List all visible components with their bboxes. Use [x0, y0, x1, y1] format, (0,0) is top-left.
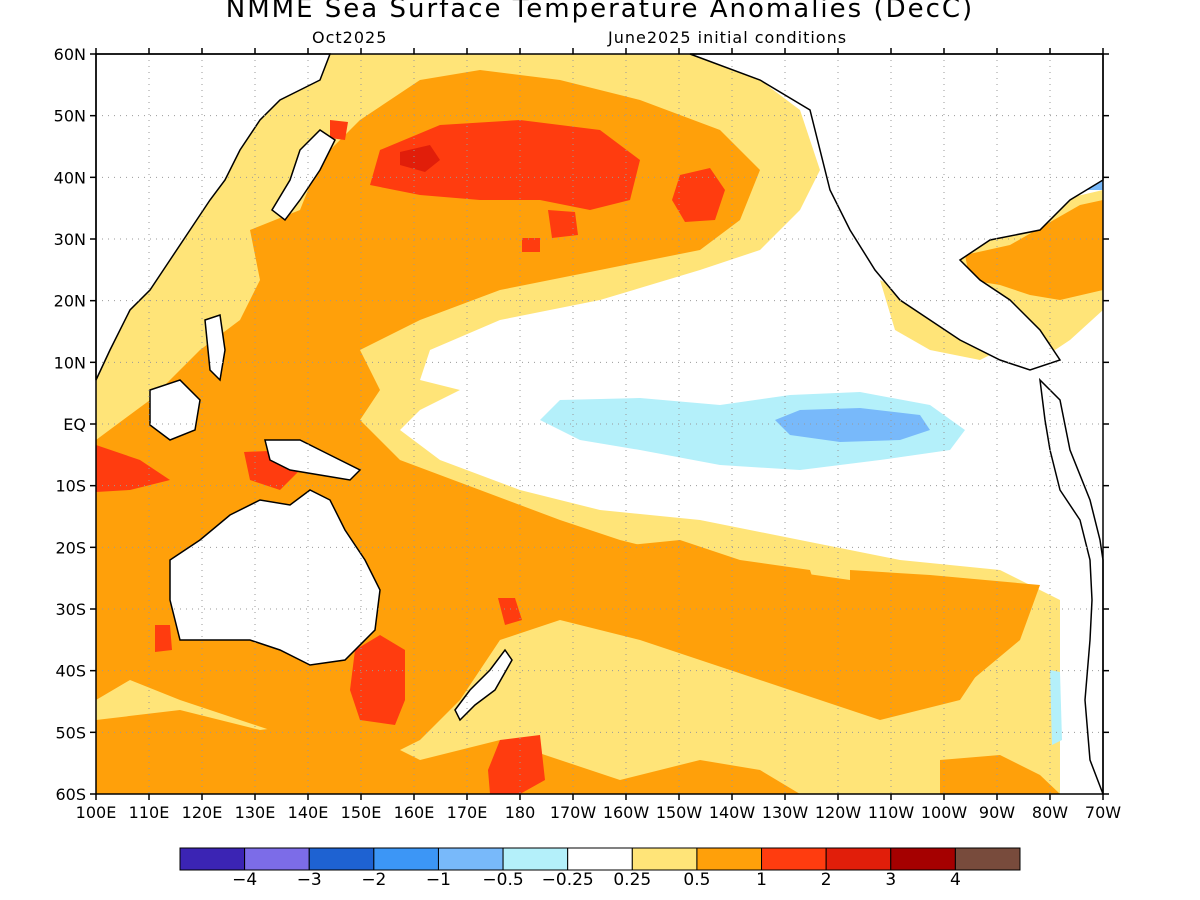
lon-label: 120W	[815, 803, 862, 822]
lat-label: 60S	[55, 785, 86, 804]
borneo-land	[149, 379, 201, 441]
lon-label: 180	[505, 803, 536, 822]
lat-label: 50N	[54, 107, 86, 126]
lon-label: 80W	[1032, 803, 1068, 822]
southern-red-patch-2	[498, 598, 522, 625]
lon-label: 160E	[394, 803, 435, 822]
colorbar-swatch	[437, 847, 504, 871]
lon-label: 90W	[979, 803, 1015, 822]
colorbar-label: −0.5	[482, 870, 524, 890]
southern-red-patch-3	[155, 625, 172, 652]
longitude-labels: 100E 110E 120E 130E 140E 150E 160E 170E 180 170W 1…	[76, 803, 1122, 822]
far-southeast-orange	[940, 755, 1060, 794]
colorbar	[179, 847, 1021, 871]
lon-label: 70W	[1085, 803, 1121, 822]
lat-label: 30N	[54, 230, 86, 249]
new-zealand-land	[454, 648, 513, 722]
map-title: NMME Sea Surface Temperature Anomalies (…	[225, 0, 975, 24]
lon-label: 170W	[550, 803, 597, 822]
lon-label: 140E	[288, 803, 329, 822]
lon-label: 100E	[76, 803, 117, 822]
australia-land	[169, 489, 381, 666]
lon-label: 100W	[921, 803, 968, 822]
north-pacific-dark-red-patch	[400, 145, 440, 172]
colorbar-label: −0.25	[541, 870, 594, 890]
lat-label: 60N	[54, 45, 86, 64]
north-pacific-red-patch	[370, 120, 640, 210]
atlantic-orange-region	[965, 200, 1103, 300]
lon-label: 130W	[762, 803, 809, 822]
colorbar-swatch	[761, 847, 827, 871]
latitude-labels: 60N 50N 40N 30N 20N 10N EQ 10S 20S 30S 40S 50S 60S	[54, 45, 86, 804]
southeast-pacific-orange-lobe-1	[630, 540, 820, 610]
axis-ticks	[90, 48, 1109, 800]
asia-land	[95, 53, 332, 381]
southern-orange-band	[96, 710, 800, 794]
lon-label: 160W	[603, 803, 650, 822]
lat-label: 30S	[55, 600, 86, 619]
colorbar-swatch	[308, 847, 375, 871]
lat-label: 10S	[55, 477, 86, 496]
japan-red-patch	[330, 120, 348, 140]
lat-label: 50S	[55, 723, 86, 742]
lon-label: 110E	[129, 803, 170, 822]
landmasses	[95, 53, 1104, 795]
lat-label: EQ	[63, 415, 86, 434]
colorbar-swatch	[373, 847, 439, 871]
east-north-pacific-red-patch	[672, 168, 725, 222]
south-america-land	[1038, 377, 1104, 795]
colorbar-label: 0.25	[613, 870, 652, 890]
colorbar-swatch	[502, 847, 569, 871]
colorbar-swatch	[567, 847, 633, 871]
japan-land	[271, 129, 336, 222]
lon-label: 130E	[235, 803, 276, 822]
colorbar-label: −1	[425, 870, 451, 890]
colorbar-label: −4	[232, 870, 258, 890]
tasman-red-patch	[350, 635, 405, 725]
lon-label: 120E	[182, 803, 223, 822]
colorbar-swatch	[244, 847, 310, 871]
colorbar-swatch	[954, 847, 1021, 871]
north-america-land	[689, 53, 1104, 371]
lon-label: 150W	[656, 803, 703, 822]
colorbar-label: 2	[820, 870, 832, 890]
lat-label: 10N	[54, 353, 86, 372]
colorbar-label: 4	[949, 870, 961, 890]
lon-label: 170E	[447, 803, 488, 822]
new-guinea-land	[264, 439, 362, 481]
colorbar-label: −2	[361, 870, 387, 890]
init-conditions-label: June2025 initial conditions	[608, 28, 848, 47]
lat-label: 20N	[54, 292, 86, 311]
colorbar-label: 3	[885, 870, 897, 890]
lon-label: 140W	[709, 803, 756, 822]
philippines-land	[204, 314, 226, 382]
colorbar-label: 0.5	[683, 870, 711, 890]
colorbar-label: −3	[296, 870, 322, 890]
colorbar-label: 1	[756, 870, 767, 890]
lat-label: 40N	[54, 168, 86, 187]
lon-label: 110W	[868, 803, 915, 822]
colorbar-swatch	[890, 847, 956, 871]
indian-ocean-red-patch	[96, 445, 170, 492]
colorbar-swatch	[825, 847, 892, 871]
lon-label: 150E	[341, 803, 382, 822]
southeast-pacific-orange-lobe-2	[850, 570, 1040, 690]
chile-coast-cool	[1050, 670, 1062, 745]
southern-red-patch-1	[488, 735, 545, 794]
colorbar-swatch	[696, 847, 763, 871]
colorbar-swatch	[631, 847, 698, 871]
subtropical-red-patch-1	[548, 210, 578, 238]
equatorial-stronger-cool-anomaly	[775, 408, 930, 442]
colorbar-swatch	[179, 847, 246, 871]
lat-label: 40S	[55, 662, 86, 681]
lat-label: 20S	[55, 538, 86, 557]
valid-month-label: Oct2025	[312, 28, 388, 47]
subtropical-red-patch-2	[522, 238, 540, 252]
